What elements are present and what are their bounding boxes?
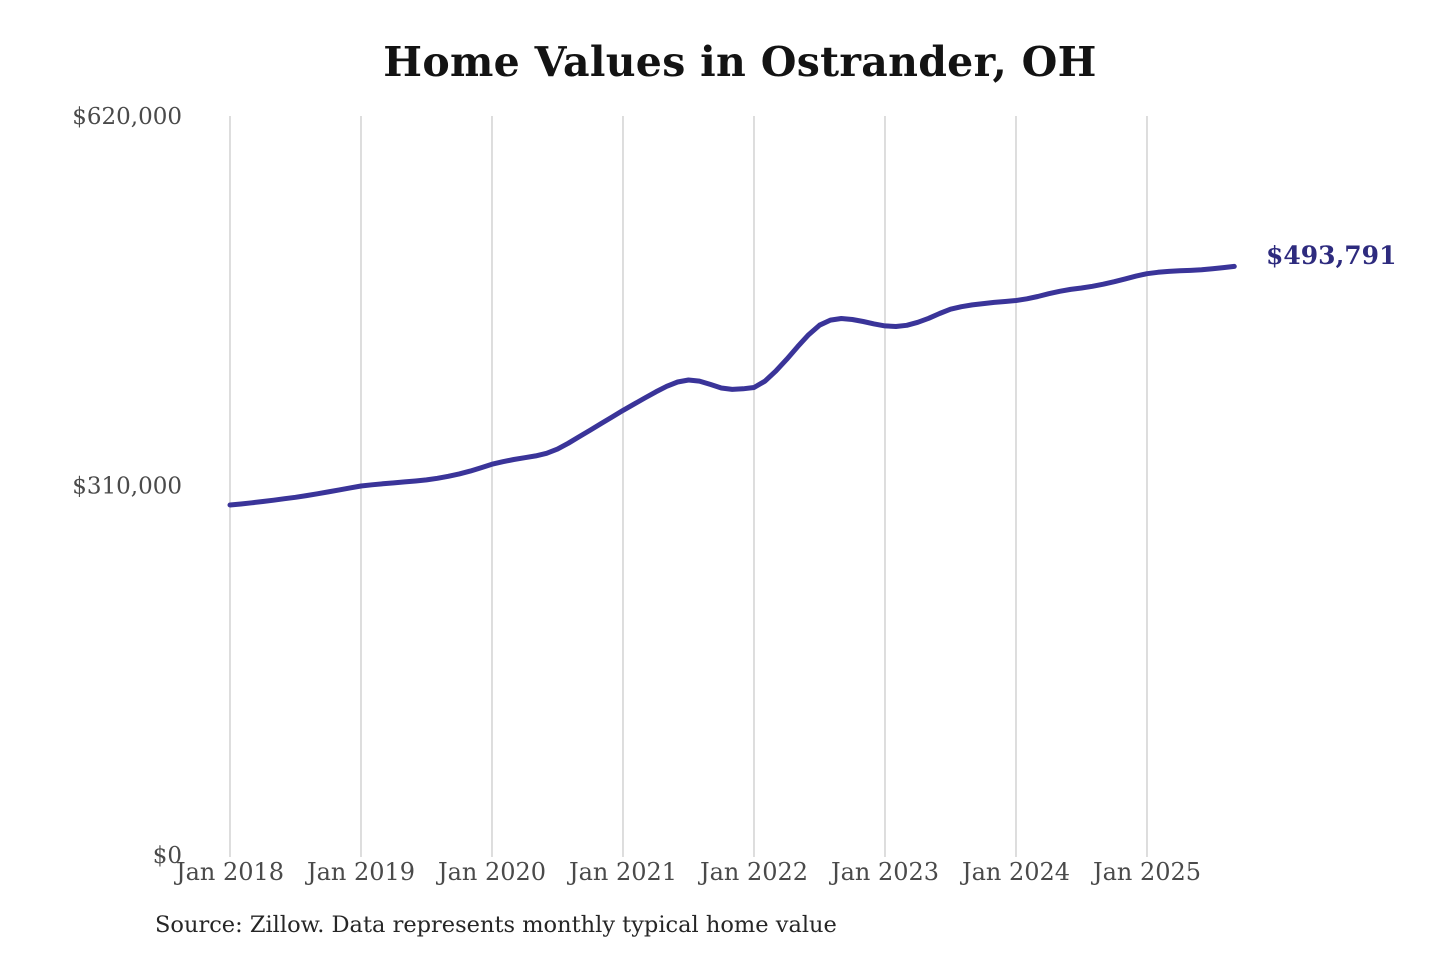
y-tick-label: $0	[153, 843, 182, 869]
x-tick-label: Jan 2020	[435, 858, 546, 886]
x-tick-label: Jan 2018	[173, 858, 284, 886]
source-note: Source: Zillow. Data represents monthly …	[155, 912, 837, 938]
latest-value-label: $493,791	[1266, 241, 1397, 270]
chart-title: Home Values in Ostrander, OH	[383, 38, 1097, 86]
x-tick-label: Jan 2022	[697, 858, 808, 886]
y-tick-label: $310,000	[72, 474, 182, 500]
x-tick-label: Jan 2025	[1090, 858, 1201, 886]
home-value-line	[227, 263, 1237, 508]
x-tick-label: Jan 2021	[566, 858, 677, 886]
x-tick-label: Jan 2023	[828, 858, 939, 886]
x-tick-label: Jan 2024	[959, 858, 1070, 886]
y-tick-label: $620,000	[72, 104, 182, 130]
x-tick-label: Jan 2019	[304, 858, 415, 886]
